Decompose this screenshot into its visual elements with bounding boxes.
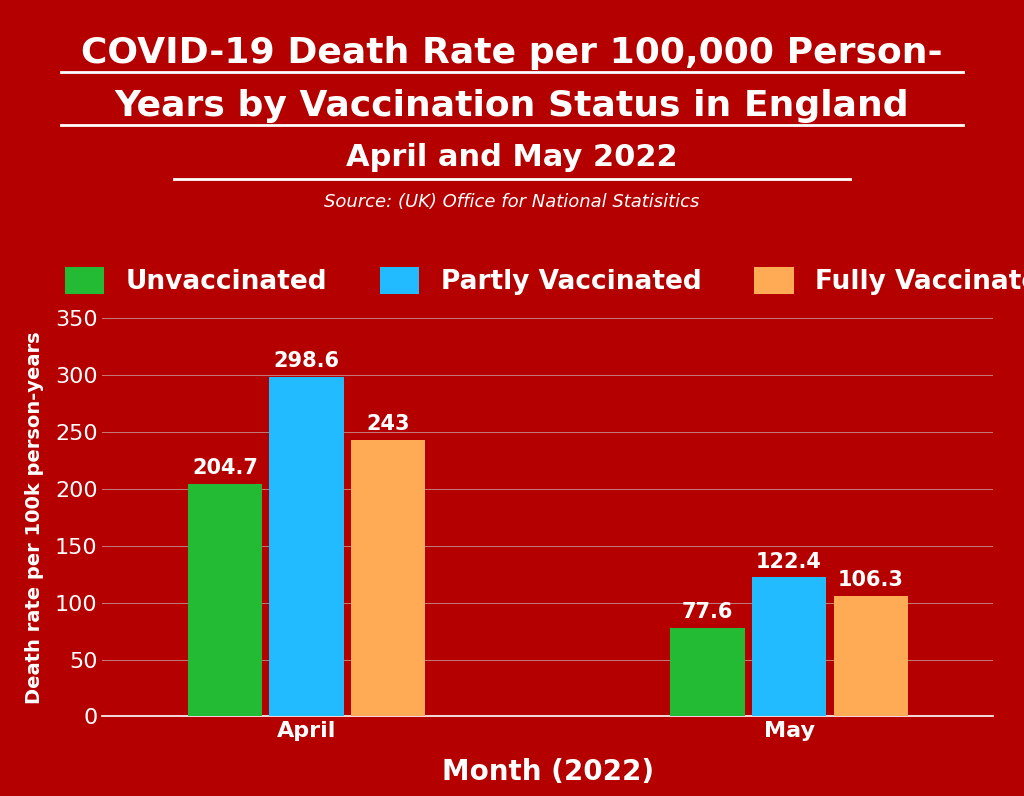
- Text: Years by Vaccination Status in England: Years by Vaccination Status in England: [115, 89, 909, 123]
- Legend: Unvaccinated, Partly Vaccinated, Fully Vaccinated: Unvaccinated, Partly Vaccinated, Fully V…: [54, 256, 1024, 306]
- Text: 77.6: 77.6: [682, 603, 733, 622]
- Text: 243: 243: [367, 415, 410, 435]
- Text: 122.4: 122.4: [756, 552, 822, 572]
- Text: COVID-19 Death Rate per 100,000 Person-: COVID-19 Death Rate per 100,000 Person-: [81, 36, 943, 70]
- Text: April and May 2022: April and May 2022: [346, 143, 678, 172]
- Text: 298.6: 298.6: [273, 351, 340, 371]
- Y-axis label: Death rate per 100k person-years: Death rate per 100k person-years: [25, 331, 44, 704]
- Text: 204.7: 204.7: [191, 458, 258, 478]
- Bar: [351, 440, 425, 716]
- Text: Source: (UK) Office for National Statisitics: Source: (UK) Office for National Statisi…: [325, 193, 699, 211]
- Bar: [671, 628, 744, 716]
- Bar: [834, 595, 908, 716]
- Bar: [187, 484, 262, 716]
- Bar: [269, 377, 344, 716]
- Bar: [752, 577, 826, 716]
- Text: 106.3: 106.3: [838, 570, 904, 590]
- X-axis label: Month (2022): Month (2022): [441, 758, 654, 786]
